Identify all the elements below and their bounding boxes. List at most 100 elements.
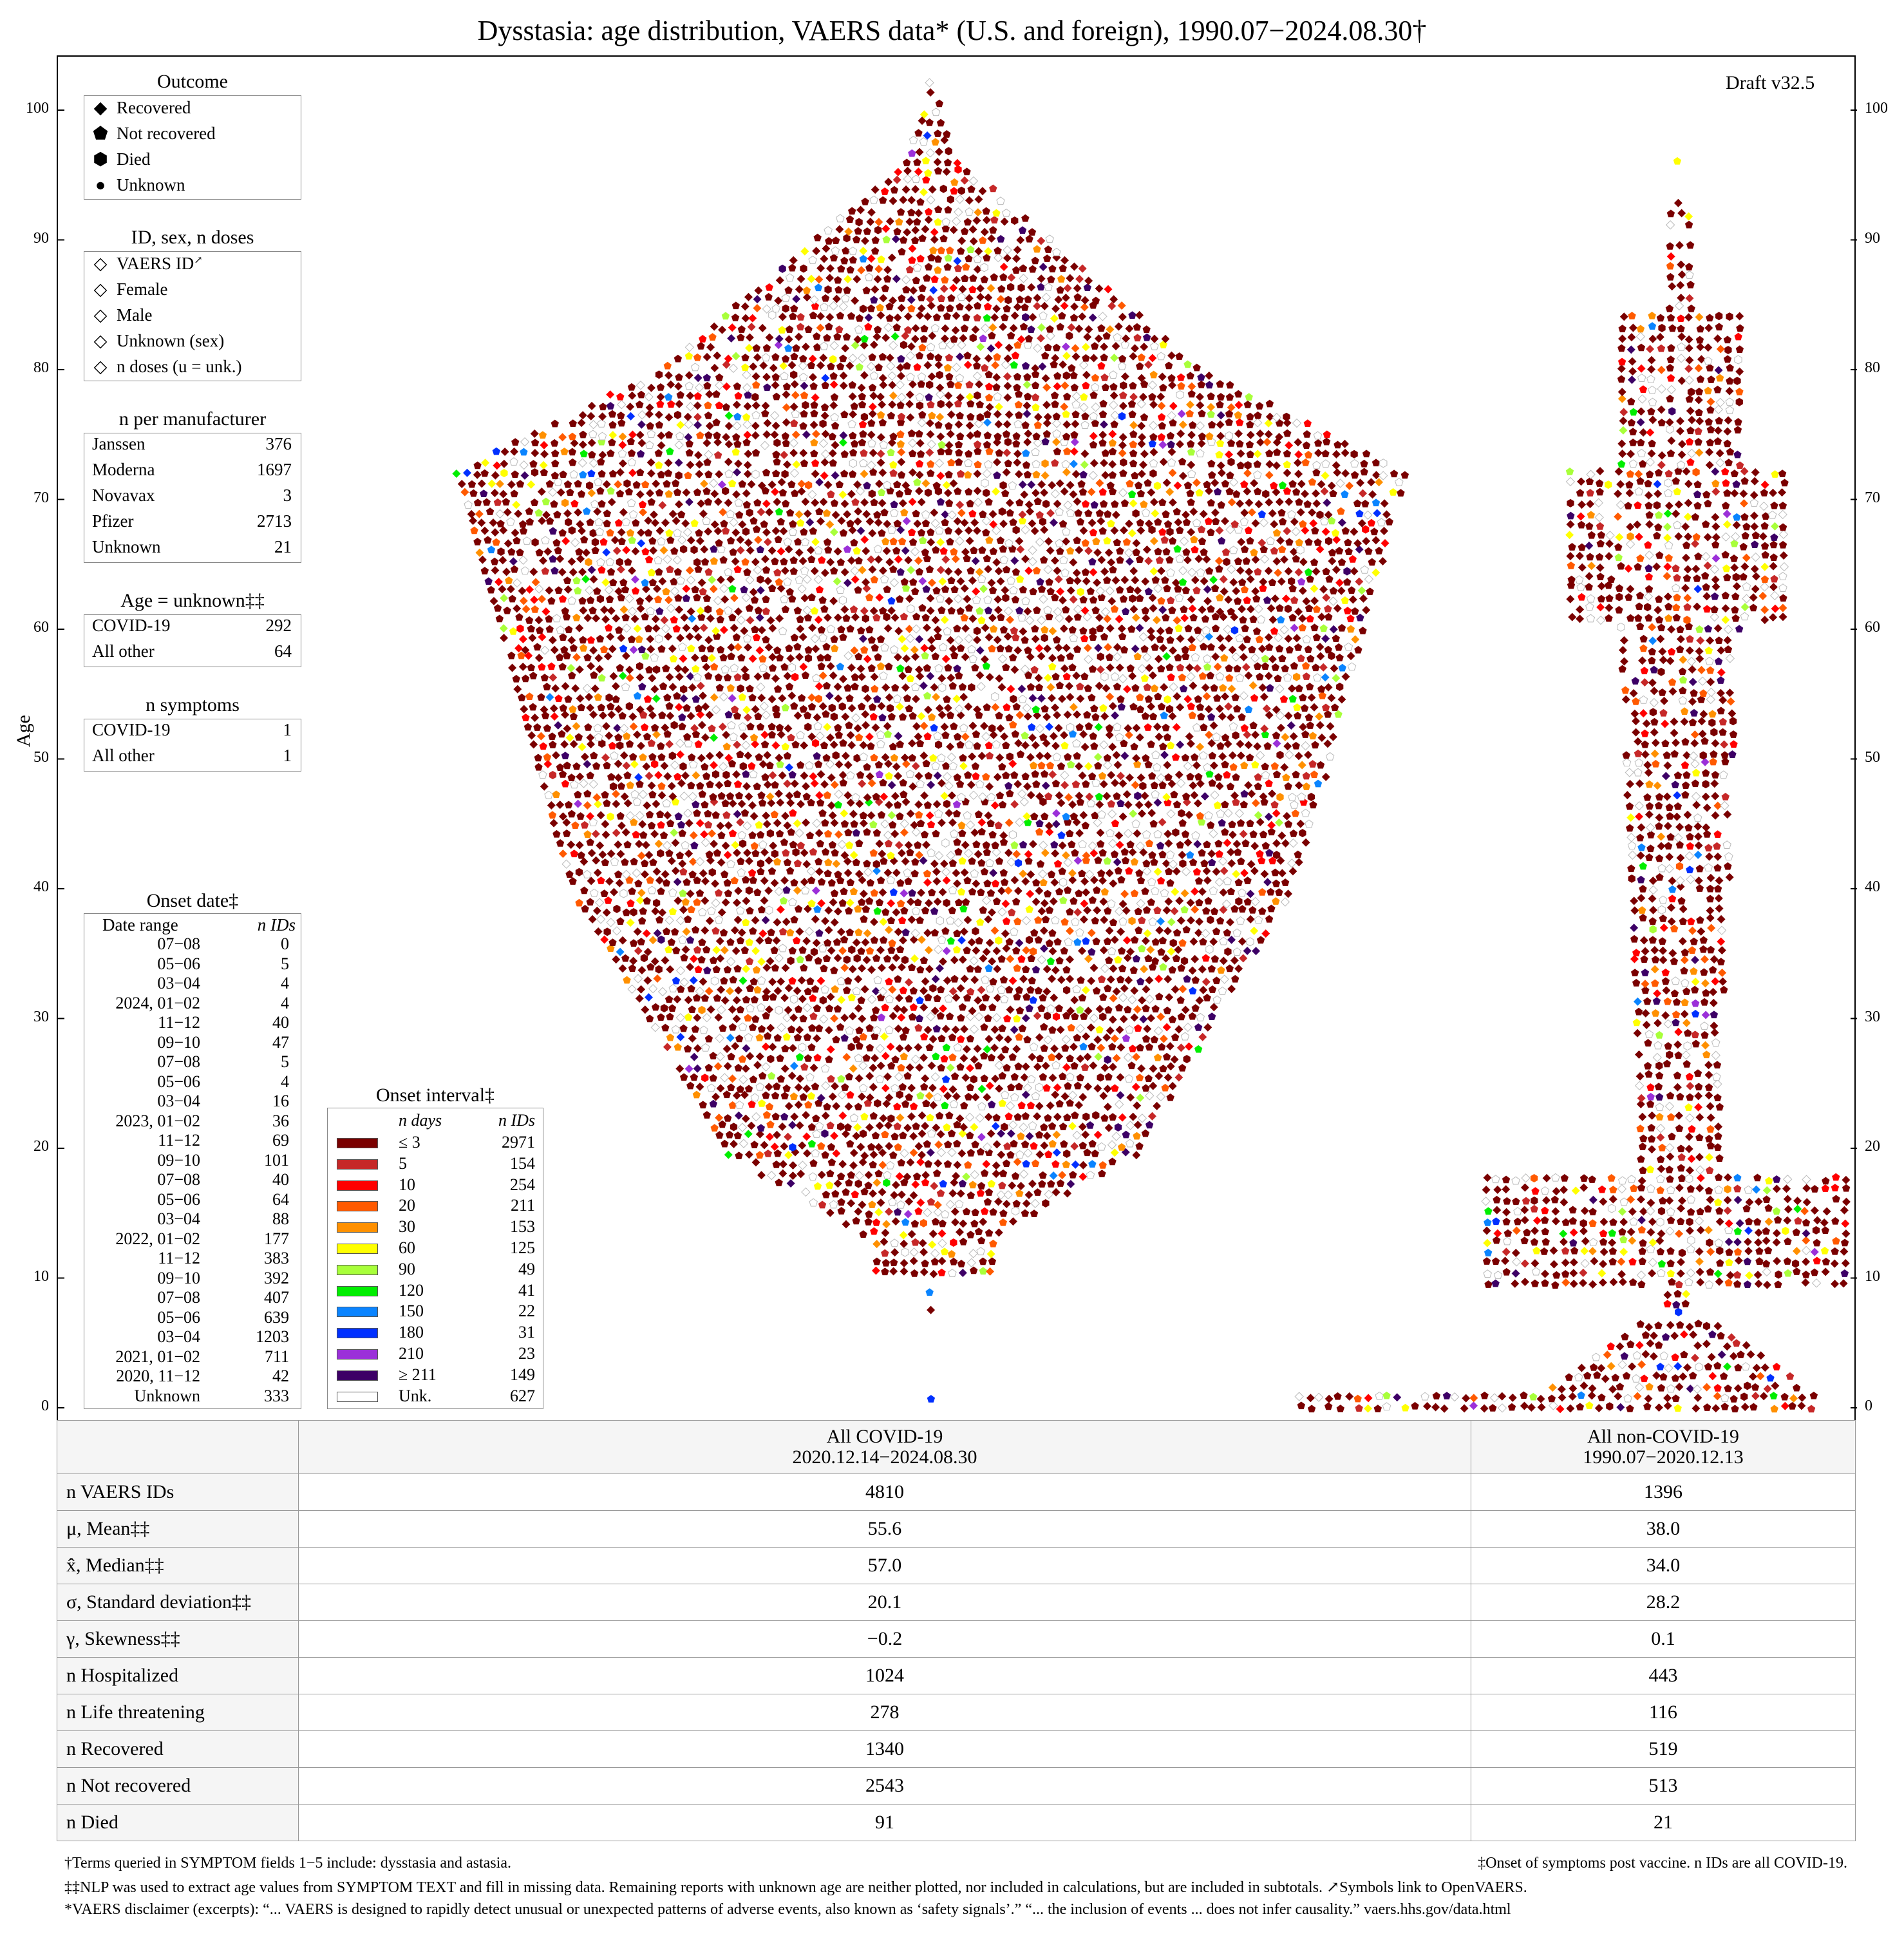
data-point[interactable] [854, 507, 863, 516]
data-point[interactable] [614, 518, 623, 527]
data-point[interactable] [1267, 904, 1276, 913]
data-point[interactable] [847, 1171, 856, 1179]
data-point[interactable] [1229, 545, 1238, 554]
data-point[interactable] [684, 915, 692, 923]
data-point[interactable] [907, 1229, 916, 1238]
data-point[interactable] [757, 1025, 766, 1033]
data-point[interactable] [892, 1004, 901, 1013]
data-point[interactable] [1141, 712, 1150, 720]
data-point[interactable] [1243, 947, 1252, 956]
data-point[interactable] [1030, 812, 1039, 820]
data-point[interactable] [1207, 739, 1216, 748]
data-point[interactable] [1247, 508, 1256, 517]
data-point[interactable] [780, 1092, 789, 1100]
data-point[interactable] [858, 1083, 868, 1092]
data-point[interactable] [607, 944, 615, 952]
data-point[interactable] [961, 624, 970, 633]
data-point[interactable] [1145, 976, 1154, 985]
data-point[interactable] [1189, 781, 1198, 790]
data-point[interactable] [639, 907, 647, 915]
data-point[interactable] [742, 821, 752, 831]
data-point[interactable] [841, 1083, 849, 1091]
data-point[interactable] [806, 831, 815, 840]
data-point[interactable] [851, 713, 861, 723]
data-point[interactable] [941, 927, 950, 935]
data-point[interactable] [1024, 857, 1033, 865]
data-point[interactable] [1251, 555, 1260, 564]
data-point[interactable] [1120, 984, 1129, 993]
data-point[interactable] [971, 1093, 980, 1102]
data-point[interactable] [908, 753, 917, 762]
data-point[interactable] [1210, 684, 1218, 692]
data-point[interactable] [1170, 907, 1179, 916]
data-point[interactable] [938, 606, 946, 614]
data-point[interactable] [1072, 569, 1081, 578]
data-point[interactable] [953, 773, 961, 781]
data-point[interactable] [767, 799, 776, 808]
data-point[interactable] [762, 811, 771, 820]
data-point[interactable] [784, 1132, 793, 1141]
data-point[interactable] [1195, 898, 1203, 907]
data-point[interactable] [1144, 587, 1153, 596]
data-point[interactable] [1147, 877, 1156, 886]
data-point[interactable] [911, 1180, 920, 1189]
data-point[interactable] [802, 782, 811, 791]
data-point[interactable] [960, 868, 969, 877]
data-point[interactable] [916, 672, 925, 681]
data-point[interactable] [1218, 819, 1226, 827]
data-point[interactable] [1106, 663, 1115, 672]
data-point[interactable] [1035, 819, 1044, 828]
data-point[interactable] [990, 801, 999, 810]
data-point[interactable] [1300, 704, 1309, 712]
data-point[interactable] [1308, 760, 1317, 768]
data-point[interactable] [779, 896, 788, 905]
data-point[interactable] [719, 653, 728, 661]
data-point[interactable] [530, 498, 539, 506]
data-point[interactable] [1169, 682, 1178, 692]
data-point[interactable] [909, 538, 918, 546]
data-point[interactable] [674, 567, 683, 576]
data-point[interactable] [744, 538, 753, 547]
data-point[interactable] [964, 1092, 973, 1101]
data-point[interactable] [817, 625, 826, 634]
data-point[interactable] [1108, 1015, 1117, 1024]
data-point[interactable] [629, 722, 638, 731]
data-point[interactable] [796, 761, 805, 769]
data-point[interactable] [748, 762, 756, 770]
data-point[interactable] [1083, 710, 1091, 719]
data-point[interactable] [704, 527, 713, 536]
data-point[interactable] [849, 1113, 859, 1122]
data-point[interactable] [948, 1189, 957, 1198]
data-point[interactable] [580, 886, 589, 895]
data-point[interactable] [811, 886, 820, 895]
data-point[interactable] [1034, 987, 1042, 994]
data-point[interactable] [908, 497, 917, 506]
data-point[interactable] [1218, 752, 1227, 761]
data-point[interactable] [846, 1139, 854, 1148]
data-point[interactable] [1207, 643, 1215, 651]
data-point[interactable] [726, 509, 735, 518]
data-point[interactable] [770, 946, 778, 954]
data-point[interactable] [863, 859, 871, 867]
data-point[interactable] [1231, 974, 1239, 983]
data-point[interactable] [529, 703, 537, 711]
data-point[interactable] [1267, 604, 1276, 613]
data-point[interactable] [853, 753, 861, 763]
data-point[interactable] [1042, 1084, 1051, 1092]
data-point[interactable] [916, 819, 925, 828]
data-point[interactable] [1056, 1025, 1065, 1034]
data-point[interactable] [976, 681, 986, 692]
data-point[interactable] [787, 1025, 796, 1033]
data-point[interactable] [1135, 1074, 1144, 1082]
data-point[interactable] [991, 703, 1000, 712]
data-point[interactable] [1090, 500, 1098, 509]
data-point[interactable] [1134, 907, 1142, 915]
data-point[interactable] [1084, 546, 1093, 555]
data-point[interactable] [771, 557, 779, 565]
data-point[interactable] [1136, 898, 1145, 909]
data-point[interactable] [1009, 585, 1018, 594]
data-point[interactable] [1233, 705, 1241, 713]
data-point[interactable] [569, 739, 578, 748]
data-point[interactable] [701, 1043, 710, 1052]
data-point[interactable] [659, 545, 668, 554]
